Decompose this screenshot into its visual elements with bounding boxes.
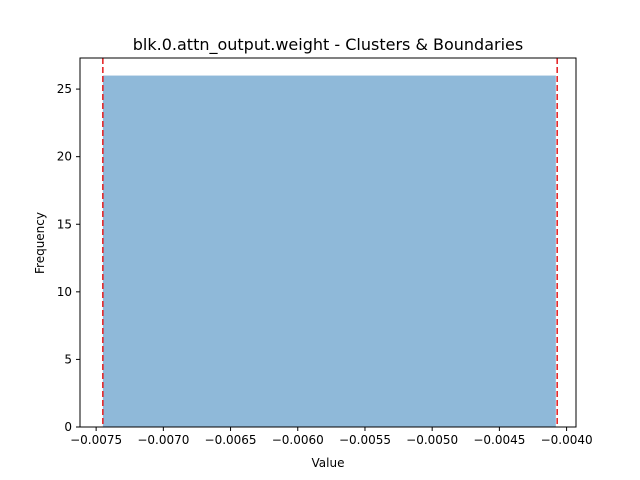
x-tick-label-7: −0.0040: [541, 433, 593, 447]
y-axis-label: Frequency: [33, 212, 47, 274]
y-tick-label-3: 15: [57, 217, 72, 231]
axes-frame: [79, 57, 577, 428]
x-tick-label-2: −0.0065: [205, 433, 257, 447]
y-tick-label-0: 0: [64, 420, 72, 434]
x-tick-label-3: −0.0060: [272, 433, 324, 447]
y-tick-label-5: 25: [57, 82, 72, 96]
chart-title: blk.0.attn_output.weight - Clusters & Bo…: [133, 35, 523, 55]
x-tick-label-0: −0.0075: [70, 433, 122, 447]
x-tick-label-6: −0.0045: [473, 433, 525, 447]
x-axis-label: Value: [312, 456, 345, 470]
x-tick-label-4: −0.0055: [339, 433, 391, 447]
histogram-bar-0: [102, 75, 556, 428]
y-tick-label-2: 10: [57, 285, 72, 299]
y-tick-label-4: 20: [57, 150, 72, 164]
x-tick-label-5: −0.0050: [406, 433, 458, 447]
plot-area: −0.0075 −0.0070 −0.0065 −0.0060 −0.0055 −0.00…: [57, 57, 593, 447]
y-tick-label-1: 5: [64, 352, 72, 366]
x-tick-label-1: −0.0070: [137, 433, 189, 447]
